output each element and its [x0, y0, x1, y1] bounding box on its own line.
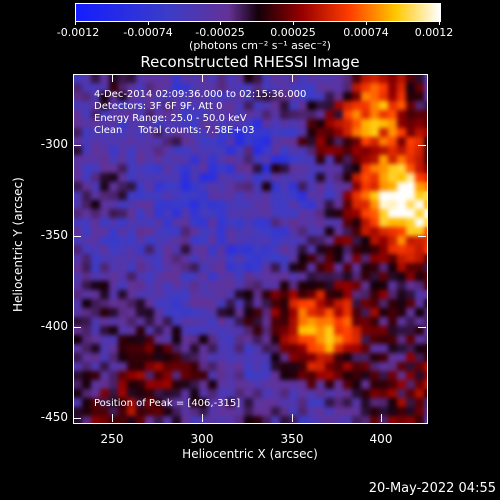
y-tick [73, 236, 81, 237]
x-tick-label: 350 [280, 432, 304, 446]
colorbar-tick [366, 21, 367, 25]
colorbar-tick-label: -0.00025 [195, 26, 245, 39]
x-tick [292, 74, 293, 82]
x-tick [112, 74, 113, 82]
colorbar-tick-label: 0.00074 [343, 26, 389, 39]
y-tick [73, 418, 81, 419]
colorbar-tick-label: -0.0012 [56, 26, 100, 39]
y-tick-label: -400 [40, 319, 68, 333]
colorbar-tick [293, 21, 294, 25]
x-tick-label: 400 [369, 432, 393, 446]
y-tick [73, 327, 81, 328]
colorbar-units: (photons cm⁻² s⁻¹ asec⁻²) [189, 39, 331, 52]
x-tick [202, 74, 203, 82]
y-tick-label: -350 [40, 228, 68, 242]
plot-title: Reconstructed RHESSI Image [140, 53, 360, 71]
info-energy: Energy Range: 25.0 - 50.0 keV [94, 113, 247, 124]
colorbar [75, 3, 441, 22]
colorbar-tick-label: 0.00025 [270, 26, 316, 39]
y-tick [73, 145, 81, 146]
colorbar-tick [439, 21, 440, 25]
x-tick-label: 300 [190, 432, 214, 446]
colorbar-tick [75, 21, 76, 25]
x-axis-label: Heliocentric X (arcsec) [182, 447, 318, 461]
x-tick-label: 250 [100, 432, 124, 446]
y-tick [418, 236, 426, 237]
y-tick-label: -450 [40, 410, 68, 424]
x-tick [292, 414, 293, 422]
colorbar-tick [148, 21, 149, 25]
y-tick [418, 145, 426, 146]
datestamp: 20-May-2022 04:55 [368, 481, 496, 496]
x-tick [112, 414, 113, 422]
y-axis-label: Heliocentric Y (arcsec) [11, 177, 25, 312]
x-tick [202, 414, 203, 422]
info-peak: Position of Peak = [406,-315] [94, 398, 241, 409]
y-tick [418, 327, 426, 328]
info-time: 4-Dec-2014 02:09:36.000 to 02:15:36.000 [94, 89, 307, 100]
colorbar-tick-label: 0.0012 [414, 26, 454, 39]
colorbar-tick-label: -0.00074 [123, 26, 173, 39]
info-clean: Clean Total counts: 7.58E+03 [94, 125, 255, 136]
y-tick-label: -300 [40, 137, 68, 151]
x-tick [381, 414, 382, 422]
colorbar-tick [220, 21, 221, 25]
info-detectors: Detectors: 3F 6F 9F, Att 0 [94, 101, 223, 112]
solar-image [73, 74, 427, 423]
